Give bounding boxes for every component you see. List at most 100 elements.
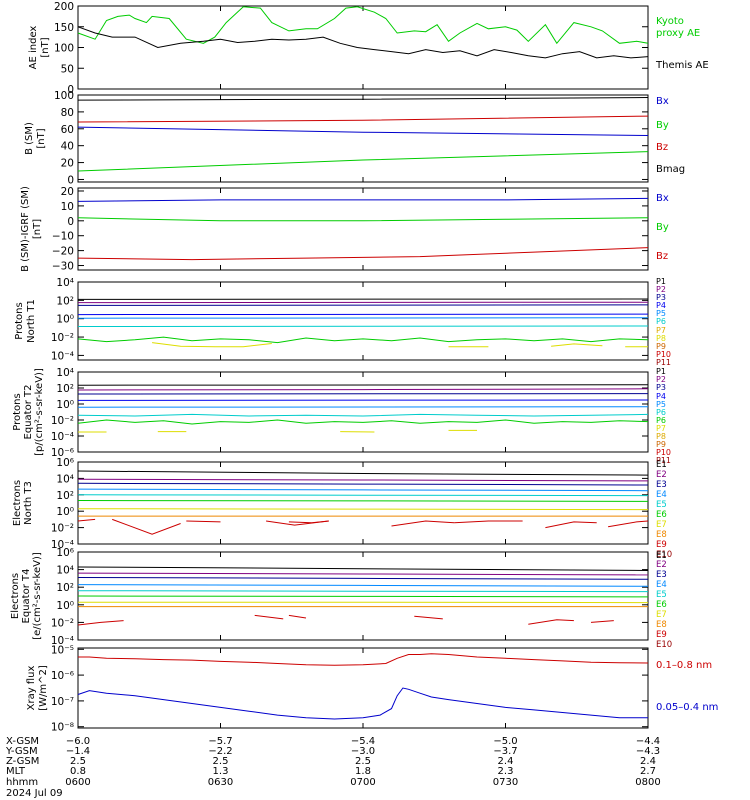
ephemeris-value: 2.4 <box>498 756 514 767</box>
legend-label: Kyoto <box>656 16 684 27</box>
y-tick-label: 150 <box>54 22 74 34</box>
ephemeris-value: 2.7 <box>640 766 656 777</box>
series-line-bx <box>77 126 649 136</box>
ephemeris-row-y-gsm: Y-GSM −1.4 −2.2 −3.0 −3.7 −4.3 <box>5 746 660 757</box>
y-axis-label: B (SM) <box>24 122 35 155</box>
y-tick-label: 10⁻² <box>51 415 74 427</box>
legend-label: P9 <box>656 440 666 449</box>
legend-label: Bx <box>656 193 669 204</box>
ephemeris-label: MLT <box>6 766 26 777</box>
panel-2: 0 20 40 60 80 100 B (SM) [nT] Bx By Bz Bmag <box>24 90 685 186</box>
legend-label: E7 <box>656 520 667 530</box>
y-tick-label: 10⁰ <box>56 600 74 612</box>
y-tick-label: 10⁴ <box>56 277 74 289</box>
ephemeris-value: −5.0 <box>493 736 517 747</box>
ephemeris-value: 0600 <box>65 777 90 788</box>
series-line-p2 <box>77 388 649 391</box>
y-axis-label: [nT] <box>32 219 43 239</box>
legend-label: P3 <box>656 383 666 392</box>
ephemeris-label: Z-GSM <box>6 756 39 767</box>
panel-frame <box>77 281 649 361</box>
legend-label: P6 <box>656 317 666 326</box>
legend-label: E8 <box>656 620 667 630</box>
y-tick-label: 80 <box>61 107 74 119</box>
legend-label: Themis AE <box>655 60 709 71</box>
series-line-e9 <box>288 520 329 524</box>
y-axis-label: [e/(cm²-s-sr-keV)] <box>32 552 43 640</box>
series-line-e9 <box>77 620 124 626</box>
y-axis-label: Protons <box>12 393 23 430</box>
y-tick-label: 10⁴ <box>56 565 74 577</box>
series-line-p7 <box>77 419 649 425</box>
y-tick-label: 60 <box>61 124 74 136</box>
y-axis-label: Equator T2 <box>23 385 34 440</box>
series-line-bz <box>77 247 649 261</box>
series-line-p3 <box>77 304 649 306</box>
y-tick-label: 0 <box>67 216 74 228</box>
series-line-e4 <box>77 584 649 587</box>
legend-label: E4 <box>656 490 667 500</box>
legend-label: P10 <box>656 350 671 359</box>
legend-label: Bx <box>656 96 669 107</box>
y-tick-label: 40 <box>61 141 74 153</box>
ephemeris-value: −5.4 <box>351 736 375 747</box>
y-axis-label: Equator T4 <box>21 569 32 624</box>
series-line-e3 <box>77 482 649 486</box>
y-tick-label: 10⁴ <box>56 473 74 485</box>
legend-label: E9 <box>656 630 667 640</box>
y-tick-label: −10 <box>52 231 74 243</box>
y-tick-label: 10² <box>56 490 74 502</box>
ephemeris-label: hhmm <box>6 777 38 788</box>
series-line-e2 <box>77 572 649 576</box>
ephemeris-value: 2.5 <box>70 756 86 767</box>
y-tick-label: 10⁰ <box>56 506 74 518</box>
series-line-kyoto-proxy-ae <box>77 6 649 45</box>
y-tick-label: 10⁰ <box>56 314 74 326</box>
series-line-bz <box>77 115 649 123</box>
y-tick-label: 10⁻² <box>51 332 74 344</box>
ephemeris-value: 0700 <box>350 777 375 788</box>
series-line-e9 <box>608 520 649 528</box>
legend-label: E7 <box>656 610 667 620</box>
y-axis-label: Protons <box>14 302 25 339</box>
y-axis-label: B (SM)-IGRF (SM) <box>20 186 31 272</box>
ephemeris-value: 1.3 <box>213 766 229 777</box>
y-axis-label: North T3 <box>23 481 34 525</box>
ephemeris-value: 2.5 <box>213 756 229 767</box>
series-line-by <box>77 217 649 222</box>
y-tick-label: 200 <box>54 1 74 13</box>
legend-label: proxy AE <box>656 28 700 39</box>
y-tick-label: 100 <box>54 90 74 102</box>
legend-label: P9 <box>656 342 666 351</box>
legend-label: P8 <box>656 334 666 343</box>
series-line-e9 <box>112 518 181 535</box>
y-axis-label: [p/(cm²-s-sr-keV)] <box>34 368 45 456</box>
y-axis-label: Electrons <box>10 573 21 619</box>
ephemeris-value: −4.3 <box>636 746 660 757</box>
ephemeris-value: 2.4 <box>640 756 656 767</box>
y-axis-label: [nT] <box>36 128 47 148</box>
series-line-e9 <box>288 614 307 619</box>
legend-label: P8 <box>656 432 666 441</box>
y-tick-label: 10⁻⁶ <box>51 447 74 459</box>
ephemeris-value: −2.2 <box>208 746 232 757</box>
series-line-e7 <box>77 508 649 511</box>
y-tick-label: 10⁻⁴ <box>51 431 74 443</box>
legend-label: E6 <box>656 600 667 610</box>
ephemeris-row-mlt: MLT 0.8 1.3 1.8 2.3 2.7 <box>6 766 656 777</box>
legend-label: P5 <box>656 400 666 409</box>
ephemeris-value: −5.7 <box>208 736 232 747</box>
ephemeris-value: 2.3 <box>498 766 514 777</box>
y-tick-label: 10⁻⁵ <box>51 644 74 656</box>
ephemeris-label: X-GSM <box>6 736 39 747</box>
legend-label: By <box>656 120 669 131</box>
series-line-e4 <box>77 488 649 492</box>
y-tick-label: 10² <box>56 383 74 395</box>
legend-label: P6 <box>656 408 666 417</box>
y-tick-label: 10⁻⁶ <box>51 670 74 682</box>
series-line-e5 <box>77 590 649 593</box>
legend-label: E2 <box>656 470 667 480</box>
ephemeris-value: −3.0 <box>351 746 375 757</box>
y-tick-label: 10⁶ <box>56 457 74 469</box>
